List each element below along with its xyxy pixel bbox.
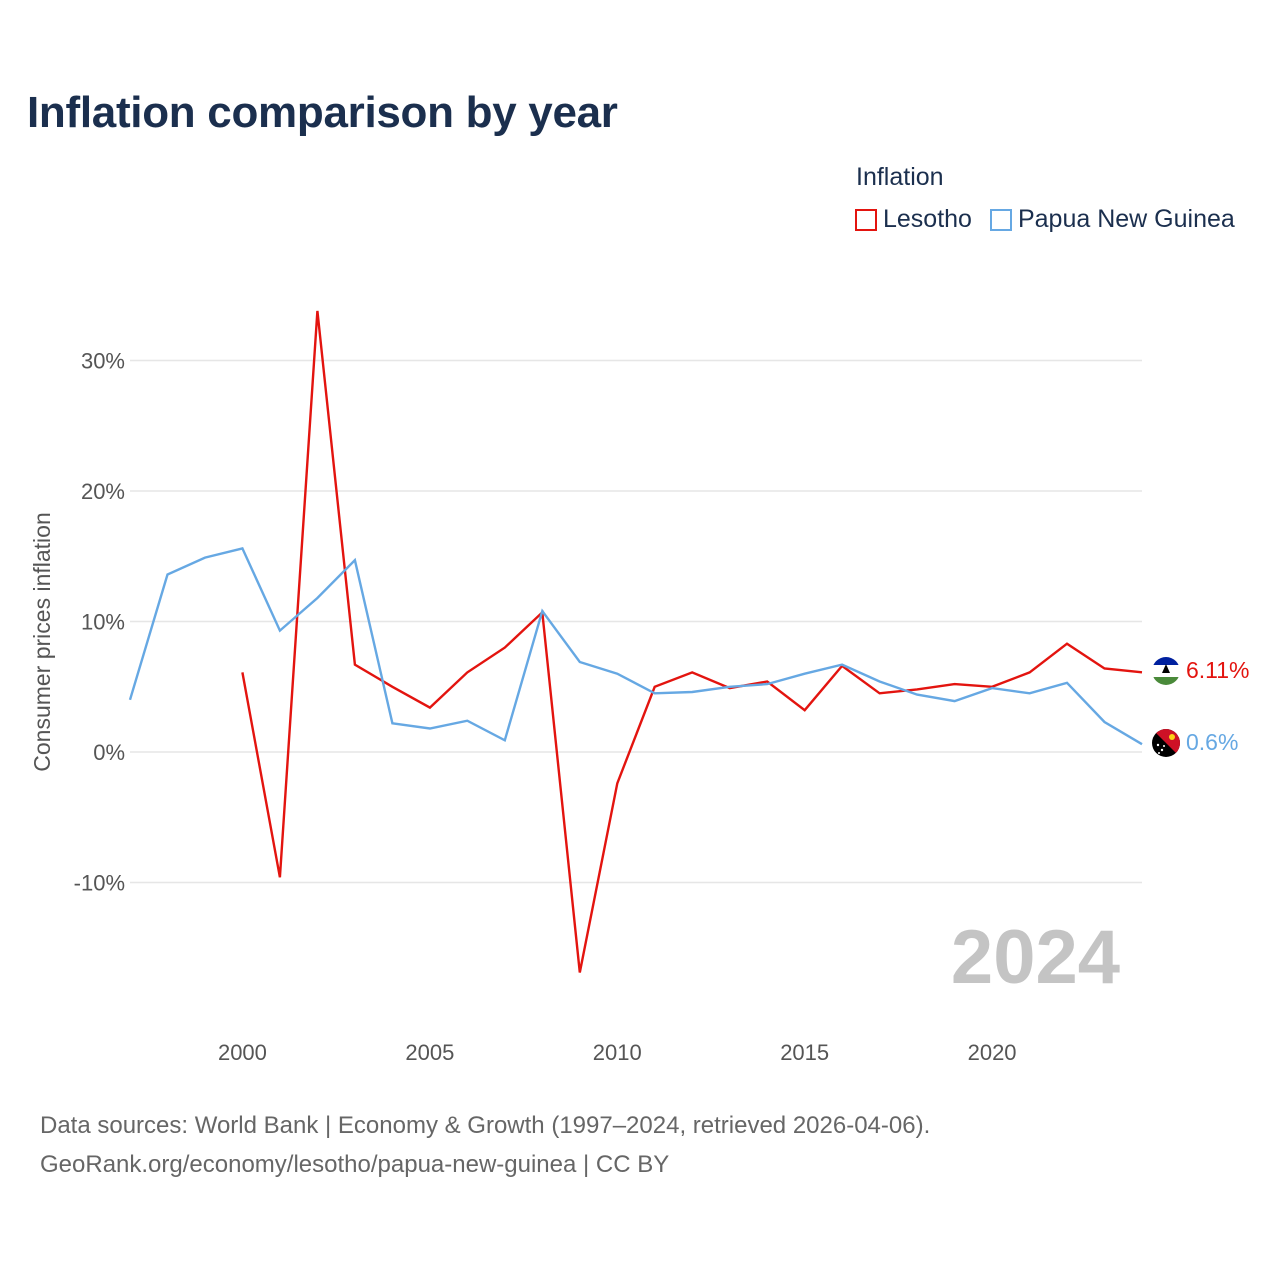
series-line-papua-new-guinea bbox=[128, 546, 1143, 746]
x-tick-label: 2020 bbox=[968, 1040, 1017, 1065]
legend-title: Inflation bbox=[856, 163, 944, 191]
axis-ticks: -10% 0% 10% 20% 30% 2000 2005 2010 2015 2020 bbox=[74, 349, 1017, 1066]
papua-new-guinea-flag-icon bbox=[1152, 729, 1180, 757]
x-tick-label: 2015 bbox=[780, 1040, 829, 1065]
series-line-lesotho bbox=[241, 310, 1143, 973]
y-tick-label: 30% bbox=[81, 349, 125, 374]
legend-label-lesotho: Lesotho bbox=[883, 205, 972, 233]
lesotho-flag-icon bbox=[1152, 657, 1180, 685]
legend-swatch-papua-new-guinea bbox=[989, 208, 1012, 231]
legend-item-lesotho[interactable]: Lesotho bbox=[855, 205, 972, 234]
y-axis-label: Consumer prices inflation bbox=[29, 512, 55, 772]
footer-link[interactable]: GeoRank.org/economy/lesotho/papua-new-gu… bbox=[40, 1151, 670, 1178]
y-tick-label: 0% bbox=[93, 740, 125, 765]
y-tick-label: 20% bbox=[81, 479, 125, 504]
legend-label-papua-new-guinea: Papua New Guinea bbox=[1017, 205, 1235, 233]
x-tick-label: 2010 bbox=[593, 1040, 642, 1065]
grid-lines bbox=[130, 359, 1142, 884]
year-watermark: 2024 bbox=[951, 915, 1120, 1000]
end-label-papua-new-guinea: 0.6% bbox=[1186, 729, 1238, 755]
footer-source: Data sources: World Bank | Economy & Gro… bbox=[40, 1112, 931, 1139]
legend-swatch-lesotho bbox=[855, 208, 877, 231]
x-tick-label: 2005 bbox=[405, 1040, 454, 1065]
y-tick-label: -10% bbox=[74, 871, 125, 896]
legend: Lesotho Papua New Guinea bbox=[855, 205, 1253, 234]
series-lines bbox=[128, 310, 1143, 973]
page-title: Inflation comparison by year bbox=[27, 88, 618, 137]
legend-item-papua-new-guinea[interactable]: Papua New Guinea bbox=[989, 205, 1235, 234]
footer: Data sources: World Bank | Economy & Gro… bbox=[40, 1106, 930, 1184]
y-tick-label: 10% bbox=[81, 610, 125, 635]
end-label-lesotho: 6.11% bbox=[1186, 657, 1250, 683]
x-tick-label: 2000 bbox=[218, 1040, 267, 1065]
